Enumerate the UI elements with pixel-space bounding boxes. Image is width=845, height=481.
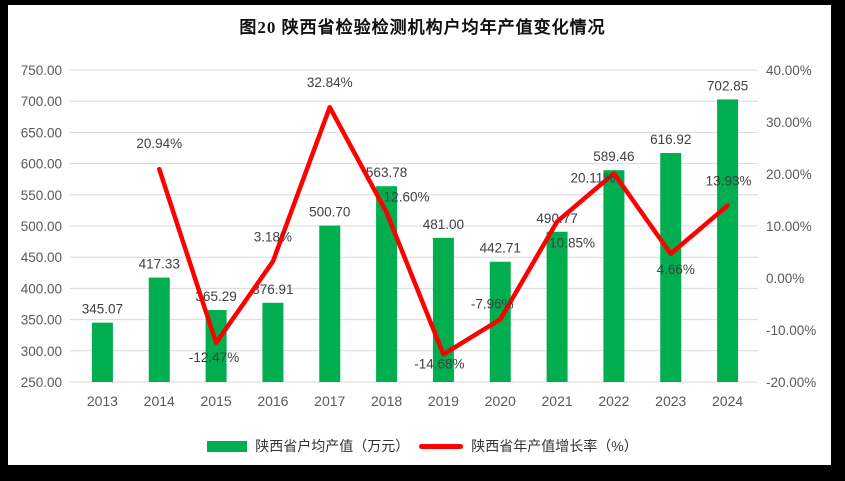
line-value-label: 12.60% xyxy=(384,189,430,204)
x-axis-label: 2024 xyxy=(712,393,743,409)
x-axis-label: 2019 xyxy=(428,393,459,409)
left-axis-tick: 400.00 xyxy=(21,281,62,296)
right-axis-tick: 10.00% xyxy=(766,219,812,234)
bar-value-label: 417.33 xyxy=(139,257,180,272)
line-value-label: -12.47% xyxy=(189,350,239,365)
right-axis-tick: 20.00% xyxy=(766,167,812,182)
bar-2024 xyxy=(717,99,739,382)
bar-value-label: 616.92 xyxy=(650,132,691,147)
bar-2022 xyxy=(603,170,625,382)
line-value-label: 10.85% xyxy=(549,236,595,251)
x-axis-label: 2022 xyxy=(598,393,629,409)
legend-line-swatch xyxy=(419,443,464,449)
x-axis-label: 2021 xyxy=(542,393,573,409)
bar-value-label: 563.78 xyxy=(366,165,407,180)
x-axis-label: 2017 xyxy=(314,393,345,409)
chart-title: 图20 陕西省检验检测机构户均年产值变化情况 xyxy=(239,18,606,37)
left-axis-tick: 550.00 xyxy=(21,188,62,203)
bar-value-label: 481.00 xyxy=(423,217,464,232)
left-axis-tick: 350.00 xyxy=(21,313,62,328)
legend-item-bar: 陕西省户均产值（万元） xyxy=(207,436,409,456)
x-axis-label: 2020 xyxy=(485,393,516,409)
x-axis-label: 2015 xyxy=(201,393,232,409)
right-axis-tick: -20.00% xyxy=(766,375,816,390)
legend-bar-swatch xyxy=(207,440,248,452)
bar-2017 xyxy=(319,225,341,382)
x-axis-label: 2014 xyxy=(144,393,175,409)
bar-2014 xyxy=(148,277,170,382)
right-axis-tick: -10.00% xyxy=(766,323,816,338)
bar-value-label: 589.46 xyxy=(593,149,634,164)
x-axis-label: 2018 xyxy=(371,393,402,409)
x-axis-label: 2013 xyxy=(87,393,118,409)
line-value-label: -14.68% xyxy=(414,356,464,371)
bar-2013 xyxy=(91,322,113,382)
line-value-label: 20.94% xyxy=(136,136,182,151)
line-value-label: 13.93% xyxy=(706,174,752,189)
left-axis-tick: 750.00 xyxy=(21,63,62,78)
bar-2016 xyxy=(262,302,284,382)
line-value-label: 32.84% xyxy=(307,75,353,90)
legend-line-label: 陕西省年产值增长率（%） xyxy=(471,438,638,454)
left-axis-tick: 250.00 xyxy=(21,375,62,390)
bar-2021 xyxy=(546,231,568,382)
line-value-label: 4.66% xyxy=(657,262,695,277)
left-axis-tick: 700.00 xyxy=(21,94,62,109)
bar-value-label: 702.85 xyxy=(707,78,748,93)
left-axis-tick: 300.00 xyxy=(21,344,62,359)
left-axis-tick: 600.00 xyxy=(21,157,62,172)
left-axis-tick: 650.00 xyxy=(21,125,62,140)
right-axis-tick: 0.00% xyxy=(766,271,804,286)
right-axis-tick: 30.00% xyxy=(766,115,812,130)
line-value-label: 3.18% xyxy=(254,229,292,244)
bar-value-label: 442.71 xyxy=(480,241,521,256)
bar-2018 xyxy=(376,186,398,382)
chart-legend: 陕西省户均产值（万元） 陕西省年产值增长率（%） xyxy=(0,436,845,456)
bar-value-label: 365.29 xyxy=(195,289,236,304)
right-axis-tick: 40.00% xyxy=(766,63,812,78)
line-value-label: -7.96% xyxy=(471,296,514,311)
legend-bar-label: 陕西省户均产值（万元） xyxy=(255,438,410,454)
left-axis-tick: 500.00 xyxy=(21,219,62,234)
bar-value-label: 345.07 xyxy=(82,302,123,317)
line-value-label: 20.11% xyxy=(571,170,616,185)
legend-item-line: 陕西省年产值增长率（%） xyxy=(419,436,638,456)
left-axis-tick: 450.00 xyxy=(21,250,62,265)
growth-rate-line xyxy=(157,104,730,357)
x-axis-label: 2016 xyxy=(257,393,288,409)
bar-2023 xyxy=(660,153,682,382)
bar-value-label: 500.70 xyxy=(309,205,350,220)
bar-value-label: 376.91 xyxy=(252,282,293,297)
x-axis-label: 2023 xyxy=(655,393,686,409)
